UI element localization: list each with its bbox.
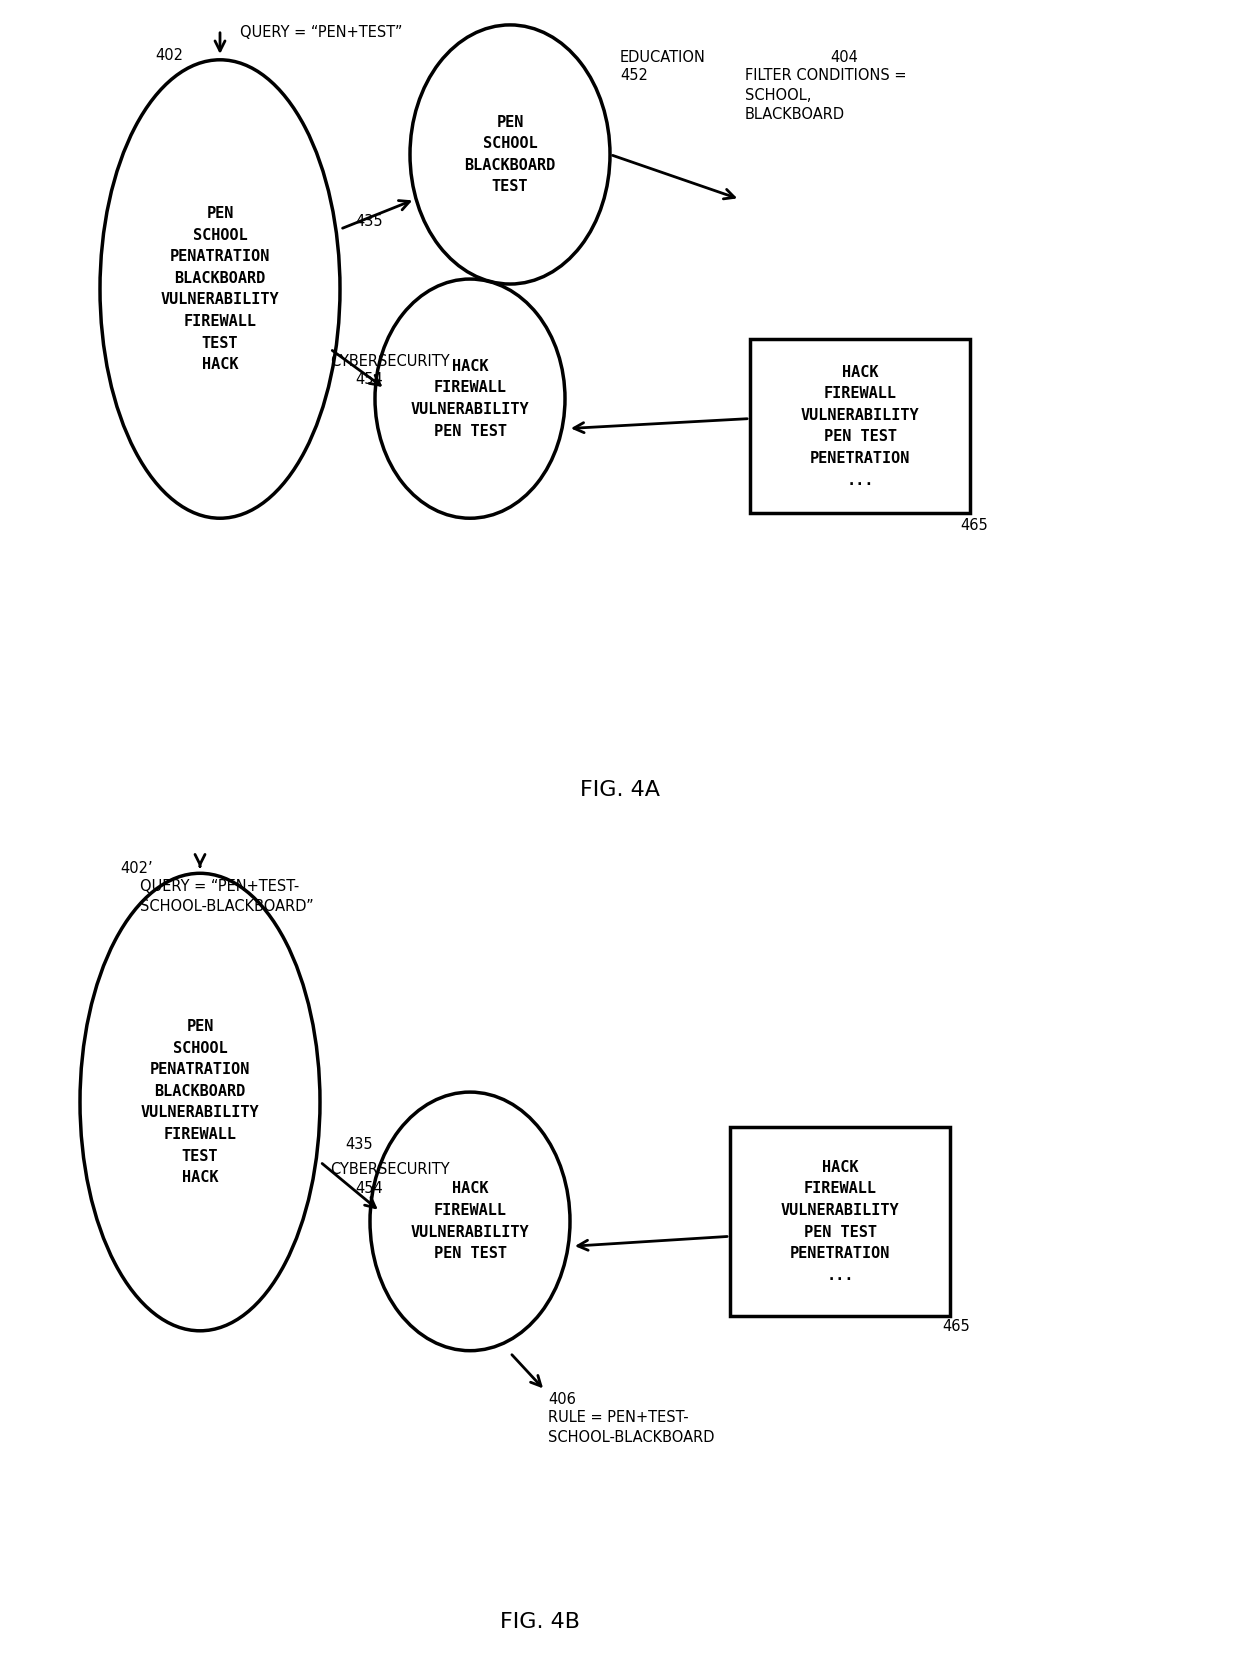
Text: RULE = PEN+TEST-
SCHOOL-BLACKBOARD: RULE = PEN+TEST- SCHOOL-BLACKBOARD: [548, 1410, 714, 1445]
Text: QUERY = “PEN+TEST”: QUERY = “PEN+TEST”: [241, 25, 403, 40]
Text: FIG. 4A: FIG. 4A: [580, 780, 660, 800]
Text: 454: 454: [355, 1180, 383, 1195]
Text: 435: 435: [345, 1137, 373, 1152]
Text: PEN
SCHOOL
BLACKBOARD
TEST: PEN SCHOOL BLACKBOARD TEST: [464, 115, 556, 195]
Text: 406: 406: [548, 1392, 575, 1407]
Text: HACK
FIREWALL
VULNERABILITY
PEN TEST: HACK FIREWALL VULNERABILITY PEN TEST: [410, 358, 529, 438]
Text: HACK
FIREWALL
VULNERABILITY
PEN TEST
PENETRATION
...: HACK FIREWALL VULNERABILITY PEN TEST PEN…: [801, 365, 919, 487]
Text: 465: 465: [942, 1319, 970, 1334]
Text: 404: 404: [830, 50, 858, 65]
Text: FIG. 4B: FIG. 4B: [500, 1612, 580, 1632]
Text: CYBERSECURITY: CYBERSECURITY: [330, 353, 450, 368]
Text: 402: 402: [155, 48, 184, 63]
Text: FILTER CONDITIONS =
SCHOOL,
BLACKBOARD: FILTER CONDITIONS = SCHOOL, BLACKBOARD: [745, 68, 906, 122]
Text: HACK
FIREWALL
VULNERABILITY
PEN TEST
PENETRATION
...: HACK FIREWALL VULNERABILITY PEN TEST PEN…: [781, 1160, 899, 1284]
Text: PEN
SCHOOL
PENATRATION
BLACKBOARD
VULNERABILITY
FIREWALL
TEST
HACK: PEN SCHOOL PENATRATION BLACKBOARD VULNER…: [140, 1019, 259, 1185]
Text: HACK
FIREWALL
VULNERABILITY
PEN TEST: HACK FIREWALL VULNERABILITY PEN TEST: [410, 1182, 529, 1262]
Text: PEN
SCHOOL
PENATRATION
BLACKBOARD
VULNERABILITY
FIREWALL
TEST
HACK: PEN SCHOOL PENATRATION BLACKBOARD VULNER…: [161, 207, 279, 372]
Text: 465: 465: [960, 518, 988, 533]
Text: 402’: 402’: [120, 862, 153, 877]
Text: QUERY = “PEN+TEST-
SCHOOL-BLACKBOARD”: QUERY = “PEN+TEST- SCHOOL-BLACKBOARD”: [140, 879, 314, 914]
Text: CYBERSECURITY: CYBERSECURITY: [330, 1162, 450, 1177]
Text: EDUCATION: EDUCATION: [620, 50, 706, 65]
Text: 435: 435: [355, 215, 383, 230]
Text: 454: 454: [355, 372, 383, 387]
Text: 452: 452: [620, 68, 647, 83]
